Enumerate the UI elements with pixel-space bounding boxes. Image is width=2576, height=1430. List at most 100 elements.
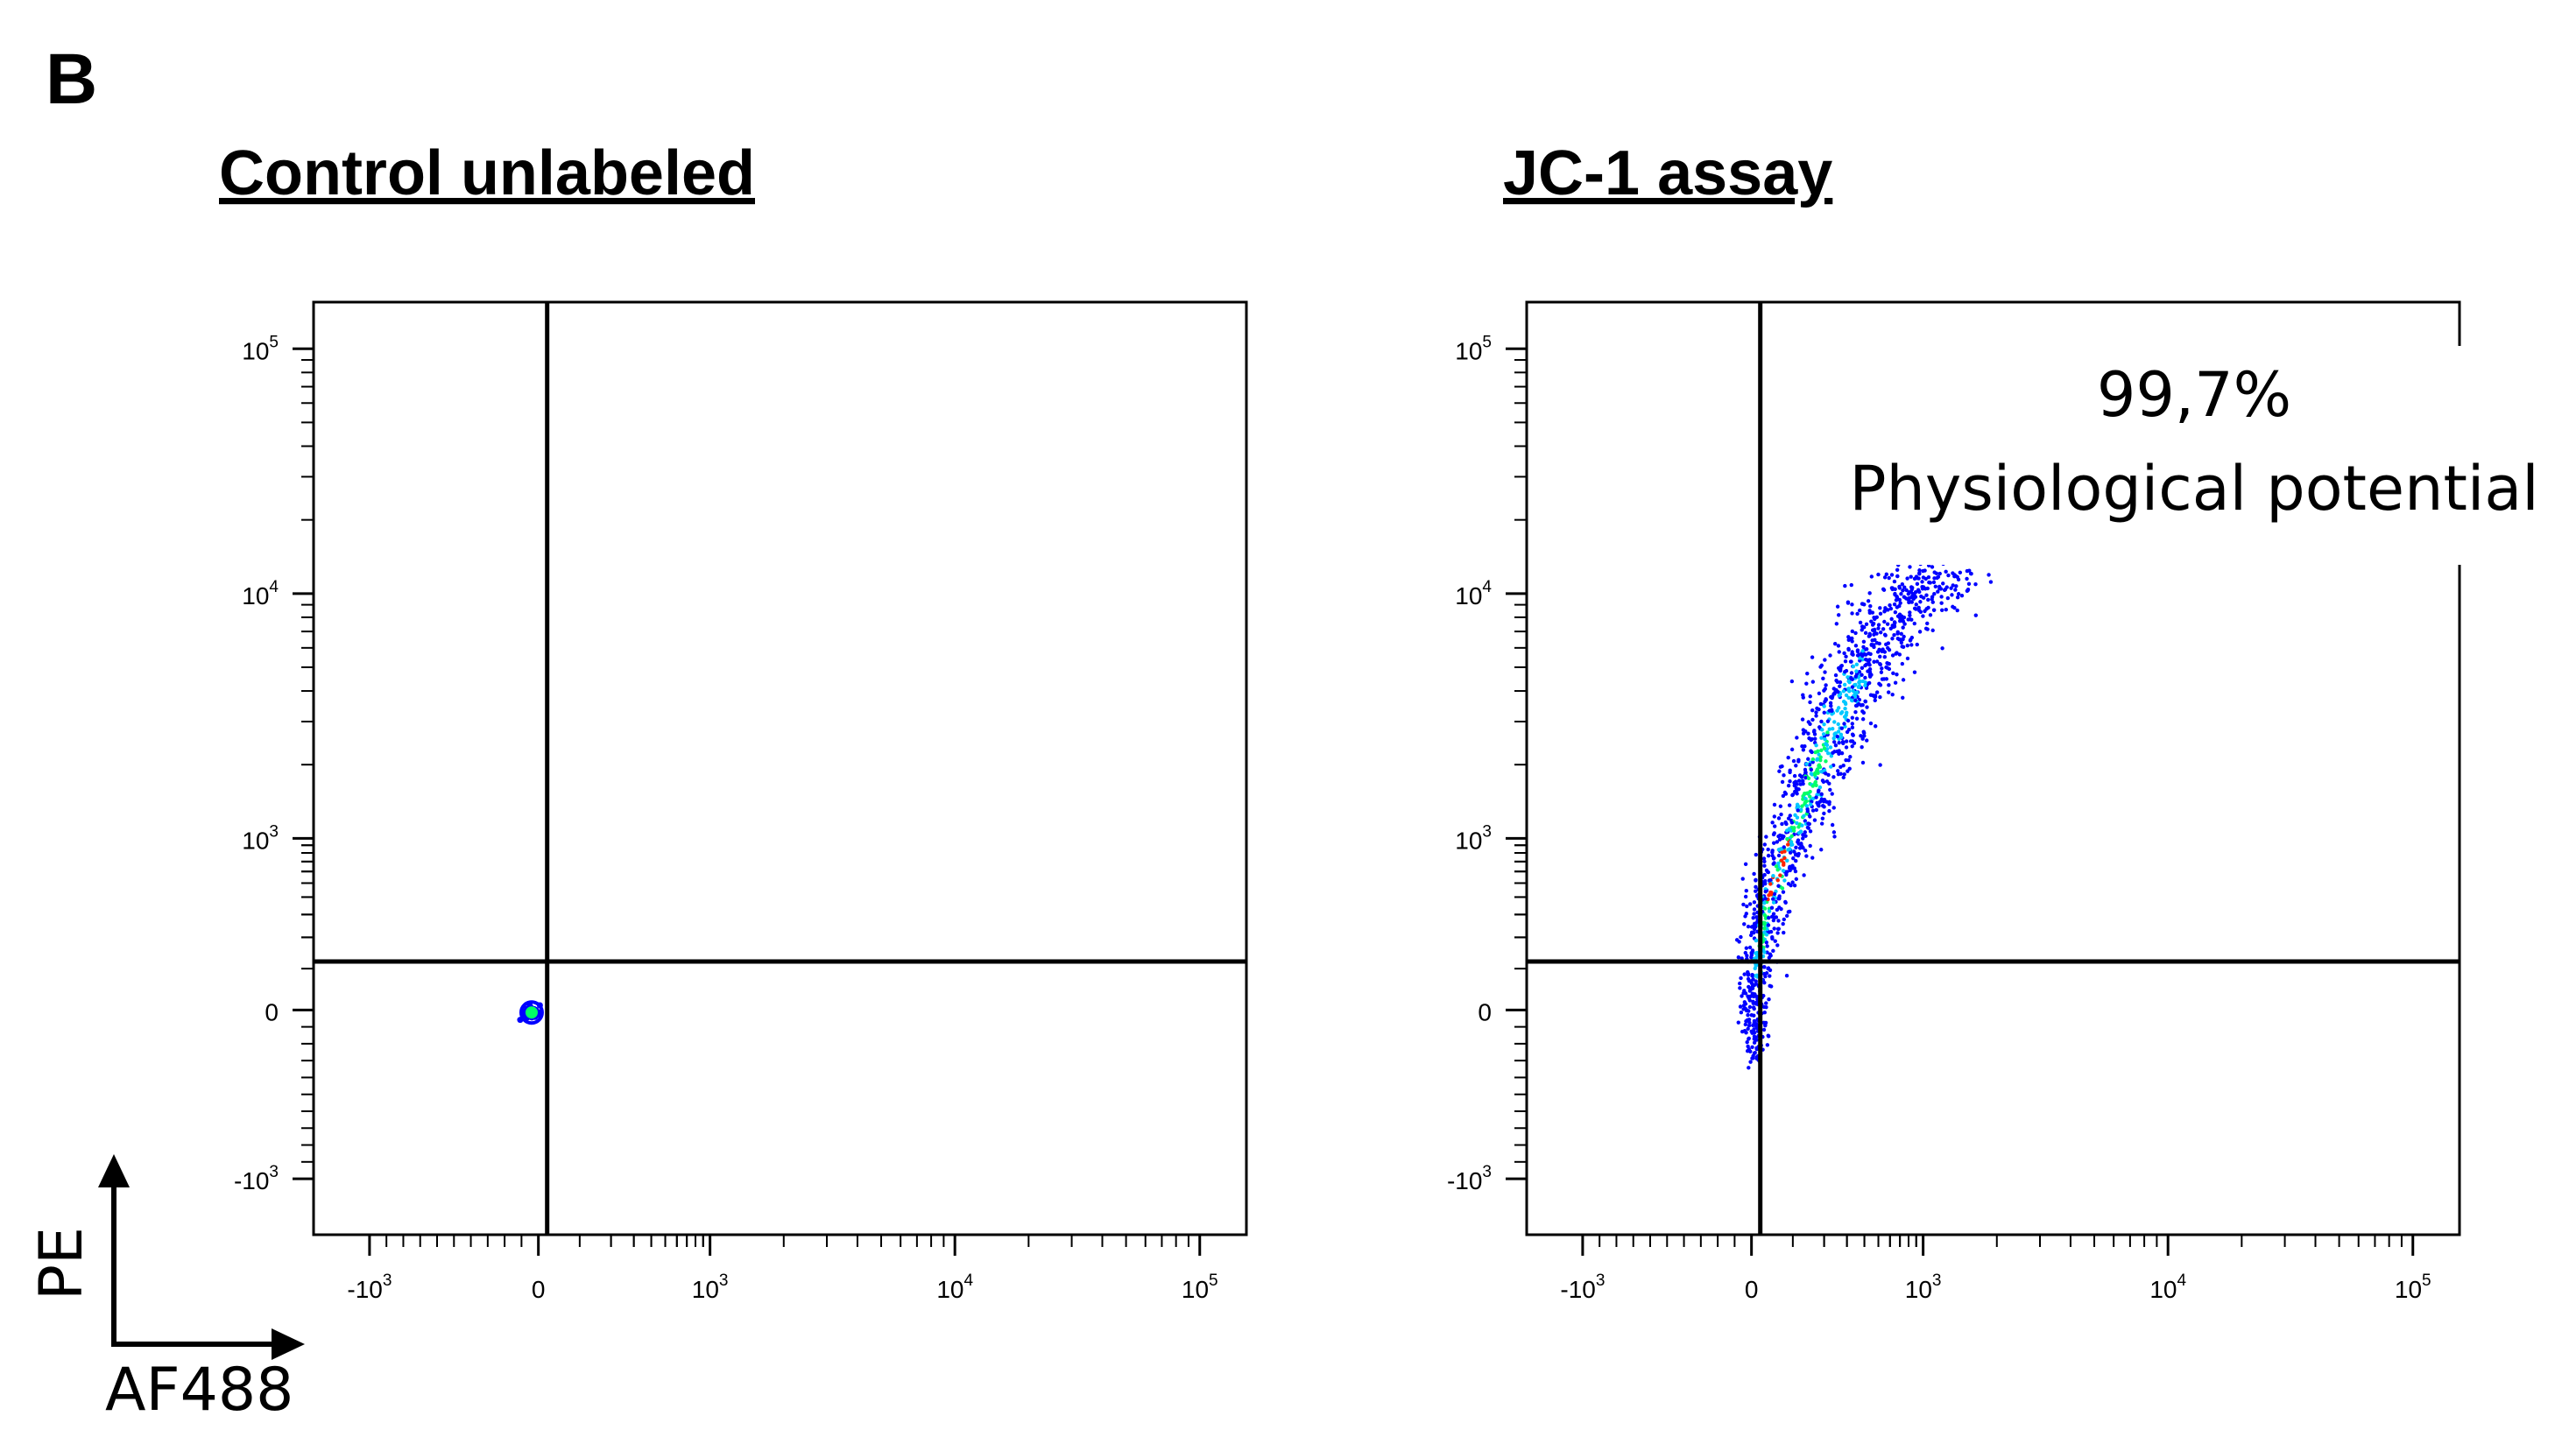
event-dot: [1743, 950, 1748, 955]
event-dot: [1747, 996, 1751, 1001]
event-dot: [1938, 587, 1944, 591]
event-dot: [1763, 897, 1768, 901]
event-dot: [1831, 736, 1836, 741]
event-dot: [1839, 709, 1845, 715]
event-dot: [1817, 785, 1823, 790]
event-dot: [1810, 784, 1815, 788]
event-dot: [1799, 844, 1803, 849]
event-dot: [1816, 771, 1820, 775]
event-dot: [1771, 912, 1776, 916]
event-dot: [1771, 897, 1775, 901]
event-dot: [1809, 749, 1813, 753]
event-dot: [1784, 821, 1789, 827]
event-dot: [1812, 818, 1817, 822]
event-dot: [1889, 616, 1894, 622]
event-dot: [1878, 630, 1883, 635]
y-tick-label: 0: [1478, 998, 1492, 1025]
event-dot: [1867, 609, 1872, 613]
event-dot: [1780, 836, 1785, 841]
event-dot: [1844, 745, 1849, 750]
event-dot: [1789, 834, 1794, 839]
event-dot: [1810, 796, 1816, 801]
ticks-control: -103 0 103 104 105 -103 0 103 104 105: [234, 333, 1218, 1303]
event-dot: [1827, 727, 1831, 731]
event-dot: [1887, 683, 1891, 687]
event-dot: [1833, 673, 1838, 678]
event-dot: [1876, 623, 1881, 627]
event-dot: [1818, 755, 1823, 759]
event-dot: [1754, 1046, 1759, 1051]
event-dot: [1767, 916, 1771, 920]
y-tick-label: -103: [234, 1163, 279, 1194]
event-dot: [1917, 571, 1922, 575]
event-dot: [1790, 792, 1795, 798]
event-dot: [1834, 622, 1839, 626]
event-dot: [1944, 569, 1948, 574]
event-dot: [1809, 802, 1813, 807]
event-dot: [1743, 862, 1748, 867]
event-dot: [1779, 847, 1783, 851]
event-dot: [1775, 943, 1780, 947]
event-dot: [1951, 604, 1955, 609]
event-dot: [1801, 778, 1805, 784]
event-dot: [1751, 916, 1755, 920]
event-dot: [1887, 690, 1891, 694]
event-dot: [1745, 1039, 1749, 1045]
event-dot: [1921, 585, 1925, 590]
event-dot: [1806, 731, 1810, 736]
event-dot: [1928, 613, 1933, 617]
event-dot: [1765, 1043, 1770, 1047]
event-dot: [1823, 670, 1827, 674]
event-dot: [1954, 584, 1958, 588]
event-dot: [1901, 637, 1905, 642]
event-dot: [1874, 659, 1880, 664]
event-dot: [1936, 574, 1941, 579]
event-dot: [1835, 708, 1839, 713]
event-dot: [1915, 581, 1920, 587]
event-dot: [1850, 744, 1854, 749]
event-dot: [1806, 821, 1810, 826]
event-dot: [1819, 719, 1824, 724]
event-dot: [1904, 588, 1909, 593]
event-dot: [1806, 757, 1810, 761]
event-dot: [1831, 750, 1835, 755]
event-dot: [1872, 616, 1876, 620]
event-dot: [1771, 900, 1776, 905]
event-dot: [1855, 653, 1860, 658]
event-dot: [1851, 664, 1856, 669]
event-dot: [1800, 823, 1804, 828]
event-dot: [1867, 660, 1871, 666]
event-dot: [1921, 614, 1925, 618]
event-dot: [1740, 994, 1744, 998]
event-dot: [1890, 637, 1895, 641]
event-dot: [1786, 816, 1791, 821]
event-dot: [1895, 630, 1900, 635]
event-dot: [1804, 804, 1810, 808]
event-dot: [1762, 950, 1767, 955]
event-dot: [1763, 974, 1768, 979]
event-dot: [1859, 734, 1863, 738]
event-dot: [1884, 642, 1888, 647]
gate-percent: 99,7%: [2097, 359, 2291, 431]
event-dot: [1863, 680, 1867, 685]
event-dot: [1813, 736, 1817, 741]
event-dot: [1801, 797, 1805, 801]
event-dot: [1925, 621, 1930, 626]
event-dot: [1878, 611, 1883, 616]
event-dot: [1752, 912, 1756, 916]
event-dot: [1909, 574, 1913, 579]
event-dot: [1743, 1022, 1748, 1027]
event-dot: [1775, 878, 1780, 883]
event-dot: [1807, 763, 1812, 767]
event-dot: [1839, 663, 1844, 668]
event-dot: [1898, 616, 1902, 621]
event-dot: [1953, 588, 1958, 592]
event-dot: [1849, 659, 1853, 664]
event-dot: [1849, 582, 1853, 588]
event-dot: [1893, 609, 1898, 615]
event-dot: [1771, 948, 1775, 954]
event-dot: [1814, 710, 1818, 715]
event-dot: [1898, 601, 1902, 605]
event-dot: [1987, 573, 1991, 577]
event-dot: [1901, 695, 1905, 700]
